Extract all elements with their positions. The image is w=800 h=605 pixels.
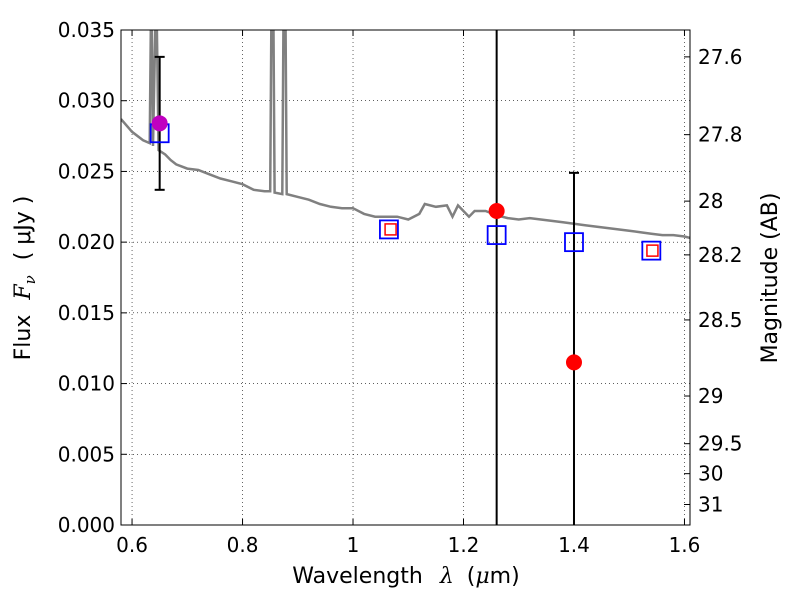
observed-flux-point: [151, 115, 168, 132]
x-tick-label: 1: [347, 533, 360, 557]
y2-tick-label: 28.5: [698, 308, 743, 332]
marker-layer: [149, 115, 662, 371]
y-tick-label: 0.000: [58, 513, 115, 537]
model-bandpass-square-blue: [379, 219, 399, 240]
spectrum-layer: [121, 30, 690, 240]
model-bandpass-square-blue: [641, 240, 662, 261]
model-bandpass-square-blue: [486, 225, 507, 245]
errorbar-layer: [154, 30, 579, 525]
y2-tick-label: 30: [698, 462, 723, 486]
model-bandpass-square-red: [384, 223, 397, 236]
y-tick-label: 0.025: [58, 159, 115, 183]
x-tick-label: 1.4: [558, 533, 590, 557]
x-axis-title: Wavelength λ (μm): [292, 564, 519, 589]
plot-frame: [120, 29, 691, 526]
model-bandpass-square-blue: [564, 232, 584, 253]
x-tick-label: 0.8: [227, 533, 259, 557]
x-axis-title-unit-open: (: [467, 564, 476, 589]
y-tick-label: 0.010: [58, 372, 115, 396]
x-tick-label: 1.2: [448, 533, 480, 557]
model-spectrum-line: [121, 30, 690, 240]
y2-tick-label: 27.8: [698, 123, 743, 147]
y2-tick-label: 28.2: [698, 243, 743, 267]
y2-axis-title: Magnitude (AB): [758, 193, 783, 364]
x-axis-title-symbol: λ: [439, 564, 454, 589]
observed-flux-point: [565, 354, 582, 371]
y-axis-title: Flux Fν ( μJy ): [11, 196, 41, 361]
y2-tick-label: 29.5: [698, 432, 743, 456]
y2-tick-label: 29: [698, 384, 723, 408]
x-axis-title-unit-rest: m): [490, 564, 520, 589]
x-axis-title-unit-mu: μ: [475, 564, 489, 589]
y-axis-title-sub: ν: [21, 275, 39, 284]
x-axis-title-main: Wavelength: [292, 564, 423, 589]
y-tick-label: 0.035: [58, 18, 115, 42]
y2-tick-label: 28: [698, 189, 723, 213]
y-tick-label: 0.015: [58, 301, 115, 325]
y2-tick-label: 27.6: [698, 45, 743, 69]
y2-tick-label: 31: [698, 492, 723, 516]
y-axis-title-symbol: F: [11, 284, 36, 301]
grid-layer: [121, 29, 690, 526]
tick-layer: 0.6 0.8 1 1.2 1.4 1.6 0.000 0.005 0.010 0.015 0.02…: [58, 18, 743, 557]
y-axis-title-unit: ( μJy ): [11, 196, 36, 261]
x-tick-label: 1.6: [669, 533, 701, 557]
observed-flux-point: [488, 203, 505, 220]
y-tick-label: 0.020: [58, 230, 115, 254]
y-tick-label: 0.030: [58, 89, 115, 113]
model-bandpass-square-red: [646, 244, 659, 257]
y-axis-title-main: Flux: [11, 315, 36, 361]
y-tick-label: 0.005: [58, 442, 115, 466]
x-tick-label: 0.6: [116, 533, 148, 557]
